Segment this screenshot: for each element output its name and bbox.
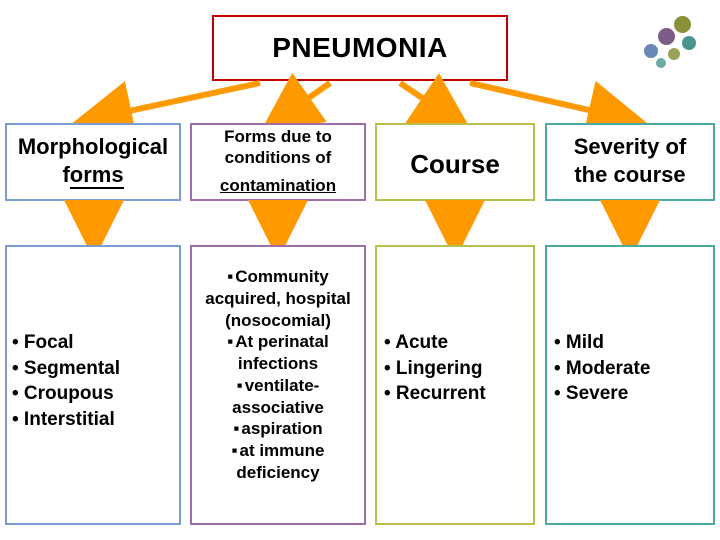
- panel-list-forms: ▪Communityacquired, hospital(nosocomial)…: [192, 266, 364, 484]
- panel-list-course: • Acute• Lingering• Recurrent: [384, 330, 534, 407]
- cat-label-severity: Severity of the course: [545, 133, 715, 188]
- list-item: ▪aspiration: [192, 418, 364, 440]
- panel-list-severity: • Mild• Moderate• Severe: [554, 330, 714, 407]
- list-item: ▪Community: [192, 266, 364, 288]
- list-item: • Recurrent: [384, 381, 534, 407]
- list-item: • Acute: [384, 330, 534, 356]
- list-item: • Interstitial: [12, 407, 177, 433]
- list-item: acquired, hospital: [192, 288, 364, 310]
- panel-list-morph: • Focal• Segmental• Croupous• Interstiti…: [12, 330, 177, 433]
- list-item: • Severe: [554, 381, 714, 407]
- title-box: PNEUMONIA: [212, 15, 508, 81]
- list-item: • Croupous: [12, 381, 177, 407]
- list-item: ▪at immune: [192, 440, 364, 462]
- list-item: (nosocomial): [192, 310, 364, 332]
- corner-dots: [638, 14, 698, 74]
- list-item: • Mild: [554, 330, 714, 356]
- list-item: • Moderate: [554, 356, 714, 382]
- list-item: deficiency: [192, 462, 364, 484]
- list-item: ▪ventilate-: [192, 375, 364, 397]
- list-item: associative: [192, 397, 364, 419]
- list-item: • Focal: [12, 330, 177, 356]
- list-item: • Lingering: [384, 356, 534, 382]
- list-item: infections: [192, 353, 364, 375]
- list-item: • Segmental: [12, 356, 177, 382]
- list-item: ▪At perinatal: [192, 331, 364, 353]
- cat-label-forms: Forms due to conditions of contamination: [190, 126, 366, 196]
- cat-label-morph: Morphological forms: [5, 133, 181, 188]
- cat-label-course: Course: [375, 148, 535, 181]
- title-text: PNEUMONIA: [272, 32, 448, 64]
